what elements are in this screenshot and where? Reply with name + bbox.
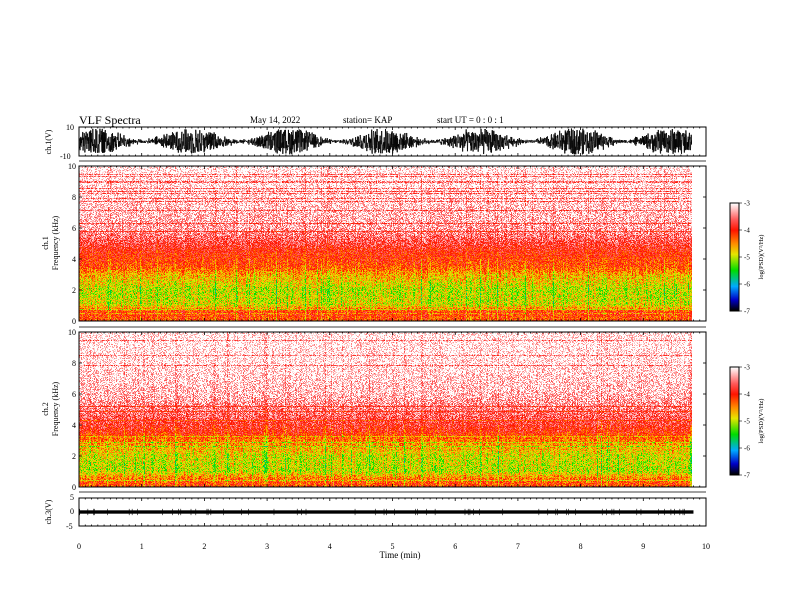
frequency-tick-label: 6	[72, 224, 76, 233]
ch3-waveform-ylabel: ch.3(V)	[44, 499, 53, 524]
frequency-tick-label: 8	[72, 359, 76, 368]
frequency-tick-label: 4	[72, 255, 76, 264]
colorbar-tick-label: -7	[744, 472, 750, 480]
frequency-tick-label: 2	[72, 452, 76, 461]
ch1-ymin-label: -10	[60, 152, 71, 161]
ch2-colorbar-tick-labels: -3 -4 -5 -6 -7	[744, 364, 750, 480]
ch2-spectrogram-heatmap	[79, 332, 692, 487]
ch1-waveform-frame	[78, 126, 707, 157]
chart-title: VLF Spectra	[79, 113, 141, 127]
ch1-colorbar-label: log(PSD)(V²/Hz)	[758, 235, 765, 280]
ch1-spectrogram-heatmap	[79, 166, 692, 321]
ch1-ymax-label: 10	[66, 123, 74, 132]
time-tick-label: 6	[453, 542, 457, 551]
colorbar-tick-label: -5	[744, 418, 750, 426]
ch2-colorbar-label: log(PSD)(V²/Hz)	[758, 399, 765, 444]
time-tick-label: 8	[579, 542, 583, 551]
ch1-waveform-ylabel: ch.1(V)	[44, 129, 53, 154]
colorbar-tick-label: -3	[744, 200, 750, 208]
ch1-spectrogram-ylabel-frequency: Frequency (kHz)	[51, 215, 60, 270]
time-tick-label: 1	[140, 542, 144, 551]
time-tick-label: 7	[516, 542, 520, 551]
ch1-colorbar-tick-labels: -3 -4 -5 -6 -7	[744, 200, 750, 316]
x-axis-label: Time (min)	[380, 550, 421, 560]
colorbar-tick-label: -3	[744, 364, 750, 372]
ch2-spectrogram-ylabel-frequency: Frequency (kHz)	[51, 381, 60, 436]
colorbar-tick-label: -7	[744, 308, 750, 316]
frequency-tick-label: 10	[68, 162, 76, 171]
frequency-tick-label: 0	[72, 483, 76, 492]
colorbar-tick-label: -5	[744, 254, 750, 262]
ch2-spectrogram-ylabel-channel: ch.2	[41, 402, 50, 416]
ch1-frequency-tick-labels: 0 2 4 6 8 10	[68, 162, 76, 326]
ch1-waveform-trace	[79, 127, 692, 156]
station-label: station= KAP	[343, 115, 393, 125]
frequency-tick-label: 10	[68, 328, 76, 337]
frequency-tick-label: 6	[72, 390, 76, 399]
time-tick-labels: 0 1 2 3 4 5 6 7 8 9 10	[77, 542, 710, 551]
ch2-frequency-tick-labels: 0 2 4 6 8 10	[68, 328, 76, 492]
time-tick-label: 2	[202, 542, 206, 551]
colorbar-tick-label: -4	[744, 227, 750, 235]
time-tick-label: 3	[265, 542, 269, 551]
date-label: May 14, 2022	[250, 115, 301, 125]
ch1-colorbar-gradient	[730, 203, 739, 311]
ch2-colorbar-gradient	[730, 367, 739, 475]
ch3-ymin-label: -5	[66, 522, 73, 531]
axis-ticks	[78, 127, 742, 526]
frequency-tick-label: 8	[72, 193, 76, 202]
frequency-tick-label: 2	[72, 286, 76, 295]
colorbar-tick-label: -6	[744, 445, 750, 453]
ch3-waveform-trace	[79, 508, 694, 516]
ch2-spectrogram-frame	[78, 331, 707, 488]
ch1-spectrogram-ylabel-channel: ch.1	[41, 236, 50, 250]
colorbar-tick-label: -6	[744, 281, 750, 289]
ch2-colorbar-frame	[729, 366, 740, 476]
ch3-ymax-label: 5	[70, 493, 74, 502]
frequency-tick-label: 4	[72, 421, 76, 430]
time-tick-label: 10	[702, 542, 710, 551]
time-tick-label: 5	[391, 542, 395, 551]
time-tick-label: 4	[328, 542, 332, 551]
time-tick-label: 9	[641, 542, 645, 551]
frequency-tick-label: 0	[72, 317, 76, 326]
ch1-colorbar-frame	[729, 202, 740, 312]
time-tick-label: 0	[77, 542, 81, 551]
ch3-ymid-label: 0	[70, 507, 74, 516]
colorbar-tick-label: -4	[744, 391, 750, 399]
ch1-spectrogram-frame	[78, 165, 707, 322]
start-time-label: start UT = 0 : 0 : 1	[437, 115, 504, 125]
